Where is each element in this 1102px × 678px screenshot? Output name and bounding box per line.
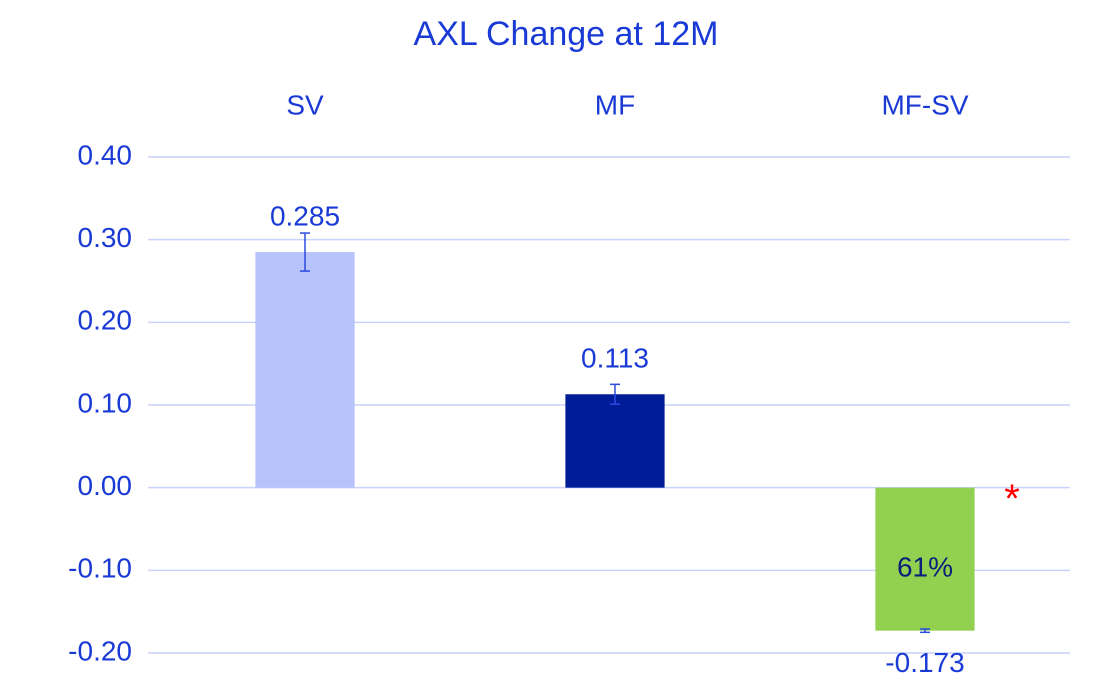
bar <box>875 487 975 631</box>
y-tick-label: 0.40 <box>78 139 133 170</box>
category-label: MF <box>595 89 635 120</box>
y-tick-label: 0.30 <box>78 222 133 253</box>
y-tick-label: -0.10 <box>68 553 132 584</box>
category-label: MF-SV <box>881 89 968 120</box>
value-label: -0.173 <box>885 647 964 678</box>
value-label: 0.285 <box>270 200 340 231</box>
category-label: SV <box>286 89 324 120</box>
bar <box>255 252 355 488</box>
error-bar <box>610 383 620 405</box>
value-label: 0.113 <box>581 343 649 374</box>
annotation: 61% <box>897 552 953 583</box>
y-tick-label: 0.20 <box>78 305 133 336</box>
annotation: * <box>1004 477 1020 521</box>
y-tick-label: 0.10 <box>78 387 133 418</box>
error-bar <box>300 232 310 272</box>
bar <box>565 394 665 488</box>
y-tick-label: 0.00 <box>78 470 133 501</box>
error-bar <box>920 628 930 634</box>
chart-title: AXL Change at 12M <box>414 15 719 53</box>
y-tick-label: -0.20 <box>68 635 132 666</box>
